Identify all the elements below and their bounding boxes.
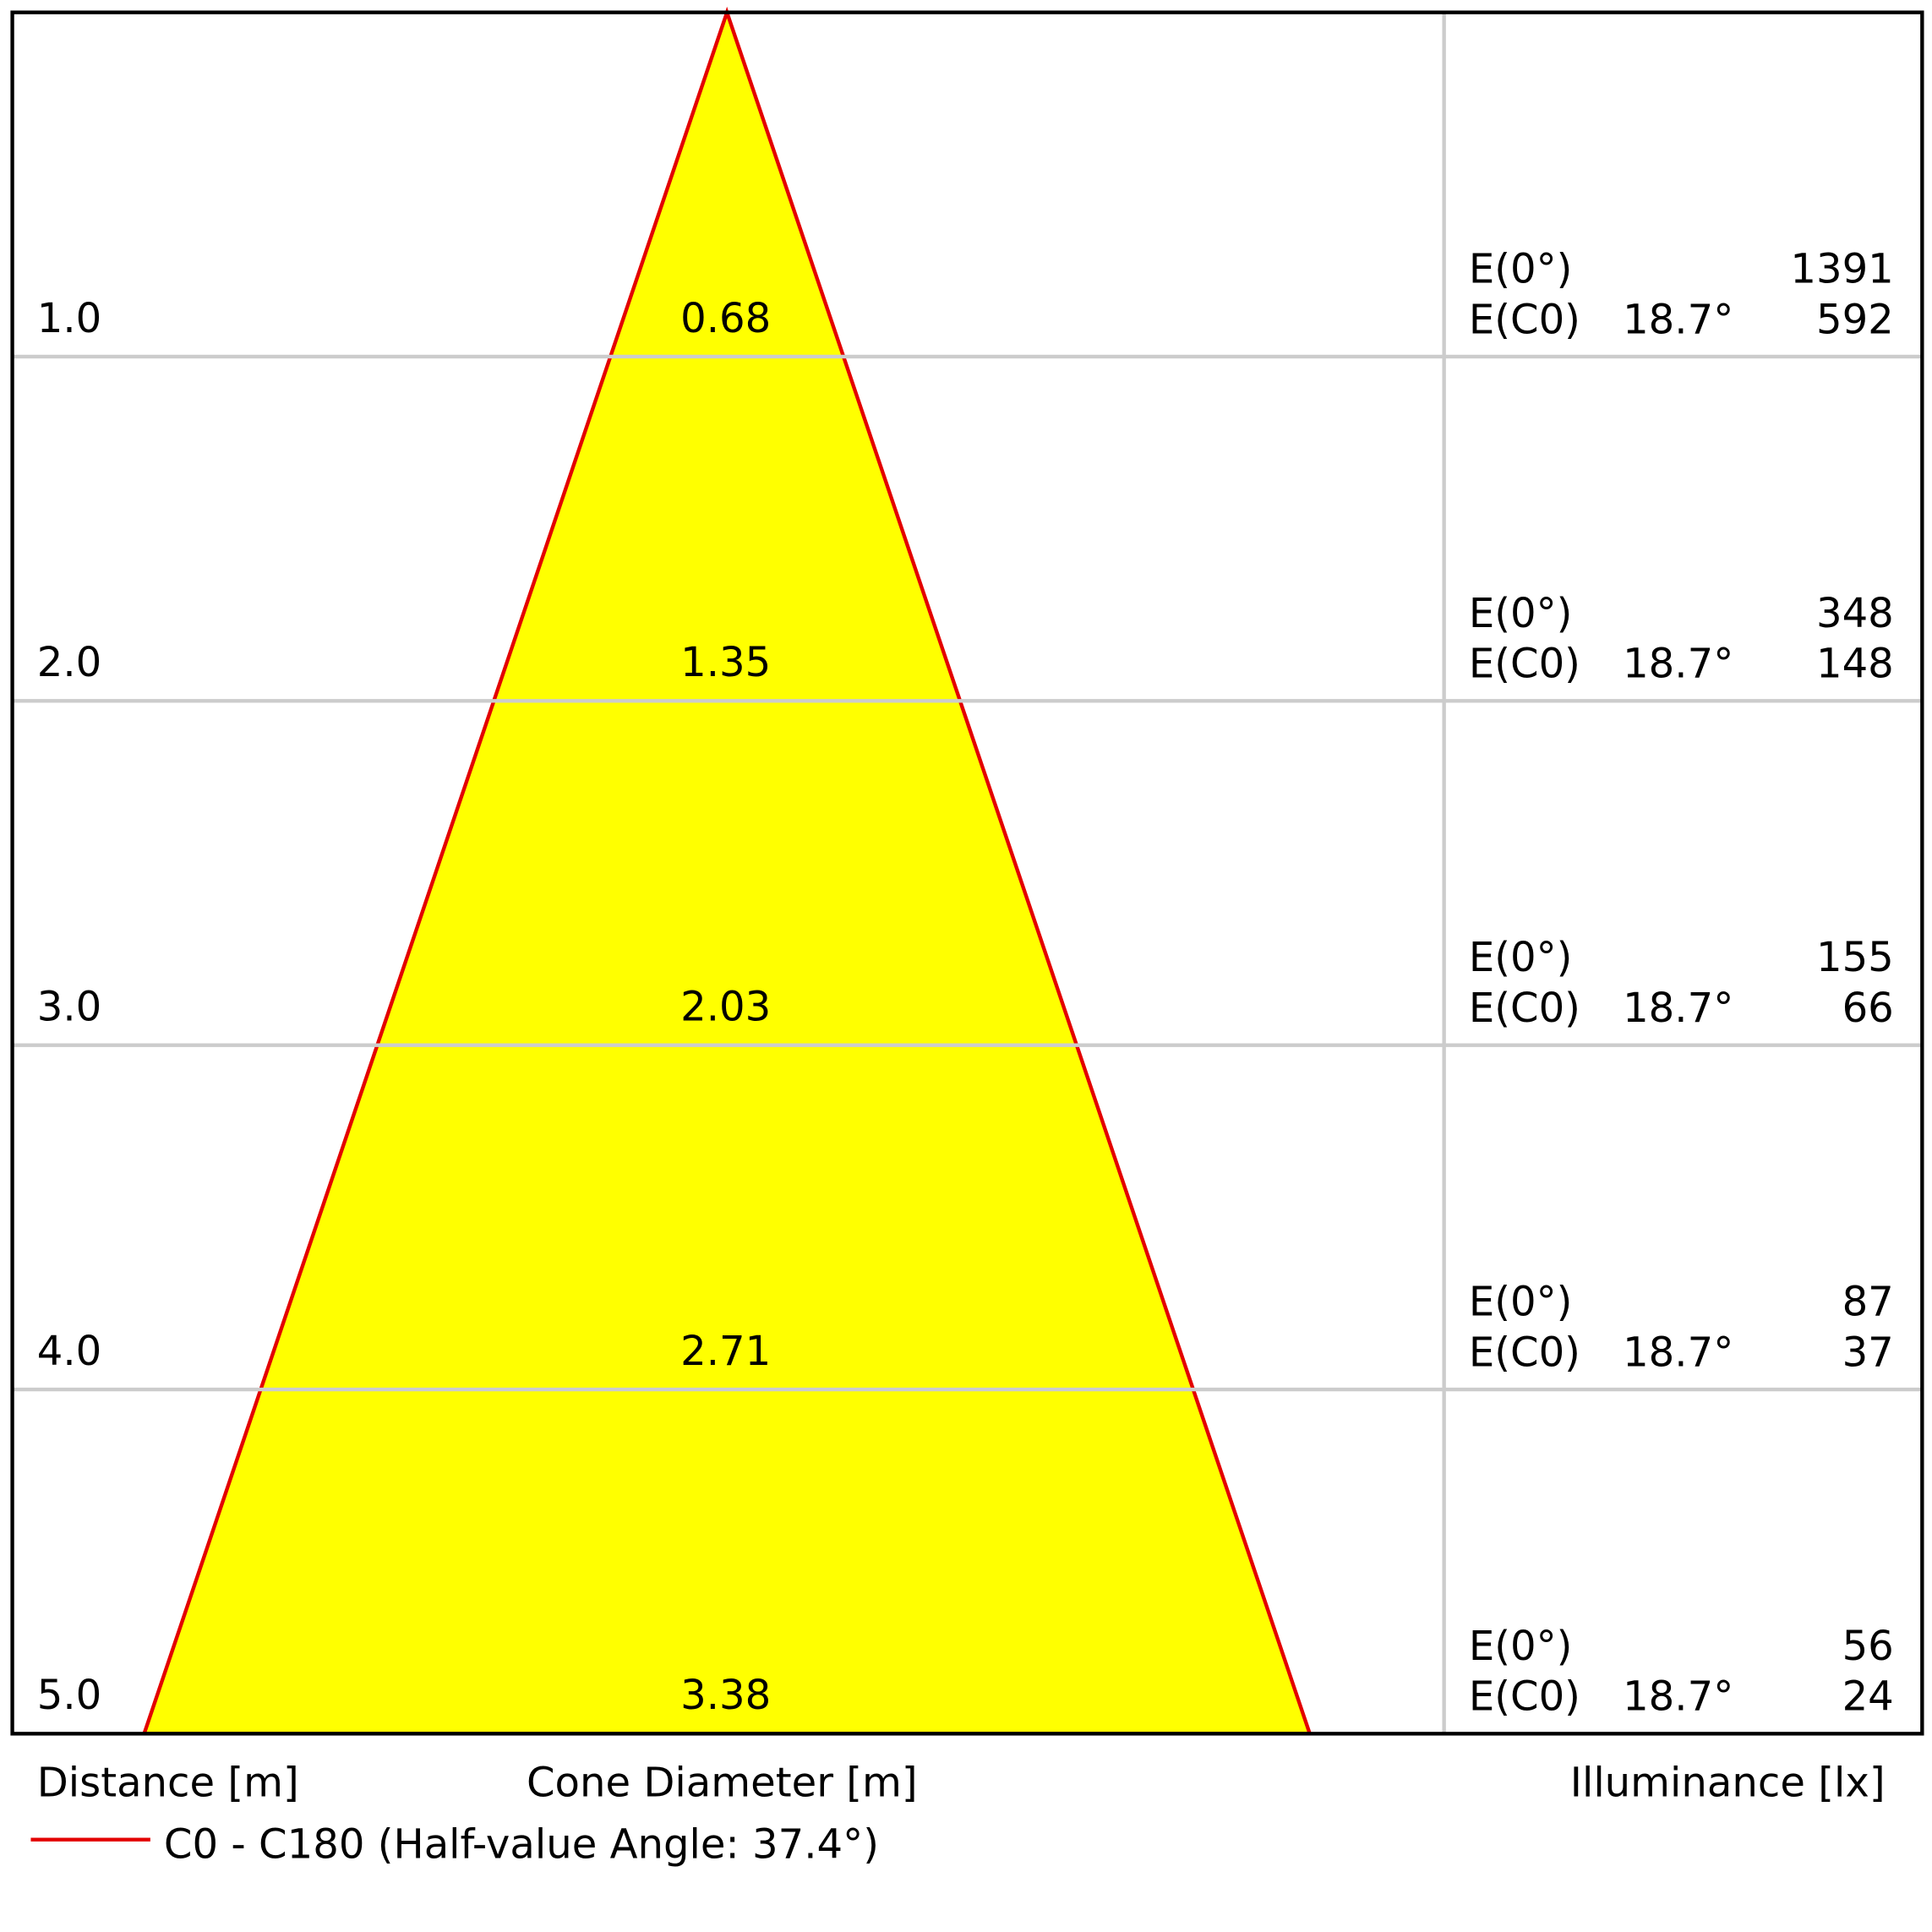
e0-label: E(0°) bbox=[1469, 246, 1573, 293]
diameter: 3.38 bbox=[680, 1672, 771, 1719]
e0-value: 56 bbox=[1842, 1623, 1894, 1670]
ec-label: E(C0) bbox=[1469, 1329, 1580, 1376]
ec-value: 66 bbox=[1842, 985, 1894, 1032]
illuminance-label: Illuminance [lx] bbox=[1570, 1760, 1886, 1807]
angle: 18.7° bbox=[1623, 641, 1733, 688]
ec-label: E(C0) bbox=[1469, 296, 1580, 343]
ec-value: 148 bbox=[1816, 641, 1894, 688]
legend-text: C0 - C180 (Half-value Angle: 37.4°) bbox=[164, 1821, 879, 1869]
distance: 5.0 bbox=[37, 1672, 102, 1719]
e0-value: 1391 bbox=[1790, 246, 1893, 293]
diameter: 2.03 bbox=[680, 984, 771, 1031]
distance: 1.0 bbox=[37, 295, 102, 342]
angle: 18.7° bbox=[1623, 985, 1733, 1032]
diameter: 0.68 bbox=[680, 295, 771, 342]
diameter: 2.71 bbox=[680, 1328, 771, 1375]
ec-label: E(C0) bbox=[1469, 641, 1580, 688]
distance: 3.0 bbox=[37, 984, 102, 1031]
angle: 18.7° bbox=[1623, 1329, 1733, 1376]
e0-value: 155 bbox=[1816, 934, 1894, 981]
angle: 18.7° bbox=[1623, 296, 1733, 343]
e0-label: E(0°) bbox=[1469, 934, 1573, 981]
distance: 2.0 bbox=[37, 639, 102, 686]
diameter-label: Cone Diameter [m] bbox=[527, 1760, 918, 1807]
e0-label: E(0°) bbox=[1469, 590, 1573, 637]
e0-label: E(0°) bbox=[1469, 1623, 1573, 1670]
frame bbox=[10, 10, 1924, 1736]
distance-label: Distance [m] bbox=[37, 1760, 299, 1807]
ec-value: 37 bbox=[1842, 1329, 1894, 1376]
e0-label: E(0°) bbox=[1469, 1279, 1573, 1326]
distance: 4.0 bbox=[37, 1328, 102, 1375]
diameter: 1.35 bbox=[680, 639, 771, 686]
ec-value: 24 bbox=[1842, 1673, 1894, 1721]
ec-label: E(C0) bbox=[1469, 985, 1580, 1032]
e0-value: 87 bbox=[1842, 1279, 1894, 1326]
ec-value: 592 bbox=[1816, 296, 1894, 343]
grid bbox=[12, 354, 1923, 1392]
angle: 18.7° bbox=[1623, 1673, 1733, 1721]
e0-value: 348 bbox=[1816, 590, 1894, 637]
ec-label: E(C0) bbox=[1469, 1673, 1580, 1721]
